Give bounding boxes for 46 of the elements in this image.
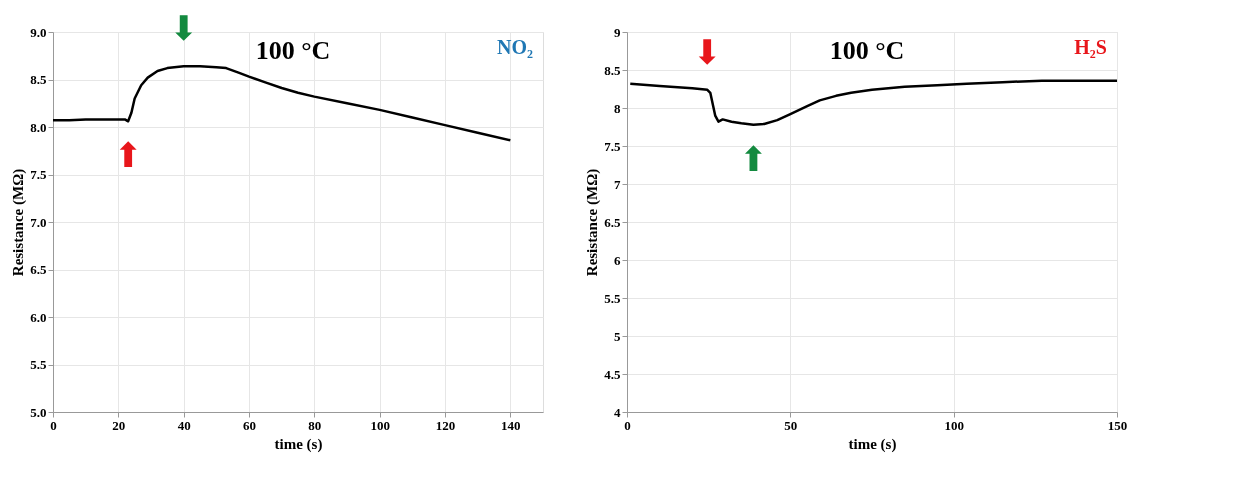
annotation: H₂S (1074, 36, 1107, 58)
x-tick-label: 0 (624, 417, 631, 433)
chart-title: 100 °C (255, 36, 331, 65)
y-tick-label: 6.5 (30, 262, 47, 277)
y-tick-label: 9 (614, 24, 621, 40)
x-tick-label: 20 (112, 417, 126, 433)
y-tick-label: 5.5 (30, 357, 47, 372)
y-tick-label: 8.5 (30, 72, 47, 87)
y-tick-label: 7 (614, 176, 621, 192)
y-tick-label: 7.0 (30, 214, 47, 230)
y-axis-title: Resistance (MΩ) (584, 168, 602, 277)
x-axis-title: time (s) (274, 435, 323, 453)
y-tick-label: 6 (614, 252, 621, 268)
x-tick-label: 100 (944, 417, 964, 433)
y-tick-label: 5.0 (30, 404, 47, 420)
x-tick-label: 100 (370, 417, 390, 433)
x-tick-label: 150 (1107, 417, 1128, 433)
y-tick-label: 7.5 (604, 138, 621, 154)
x-tick-label: 140 (501, 417, 521, 433)
annotation: ⬇ (693, 31, 722, 72)
y-tick-label: 4 (614, 404, 621, 420)
y-tick-label: 5.5 (604, 290, 621, 306)
x-tick-label: 40 (177, 417, 191, 433)
x-tick-label: 60 (243, 417, 256, 433)
y-tick-label: 5 (614, 328, 621, 344)
annotation: NO₂ (497, 36, 533, 58)
x-tick-label: 80 (308, 417, 322, 433)
x-tick-label: 50 (784, 417, 798, 433)
y-tick-label: 8 (614, 100, 621, 116)
y-tick-label: 8.0 (30, 119, 47, 135)
y-tick-label: 4.5 (604, 366, 621, 382)
annotation: ⬆ (739, 138, 768, 179)
annotation: ⬆ (113, 135, 143, 176)
x-axis-title: time (s) (848, 435, 897, 453)
y-tick-label: 7.5 (30, 167, 47, 182)
chart-title: 100 °C (829, 36, 905, 65)
x-tick-label: 0 (50, 417, 57, 433)
annotation: ⬇ (169, 8, 198, 49)
line-series (629, 79, 1119, 126)
y-tick-label: 9.0 (30, 24, 47, 40)
y-tick-label: 6.5 (604, 214, 621, 230)
y-tick-label: 6.0 (30, 309, 47, 325)
line-series (51, 64, 512, 142)
y-axis-title: Resistance (MΩ) (10, 168, 28, 277)
x-tick-label: 120 (435, 417, 456, 433)
y-tick-label: 8.5 (604, 62, 621, 78)
